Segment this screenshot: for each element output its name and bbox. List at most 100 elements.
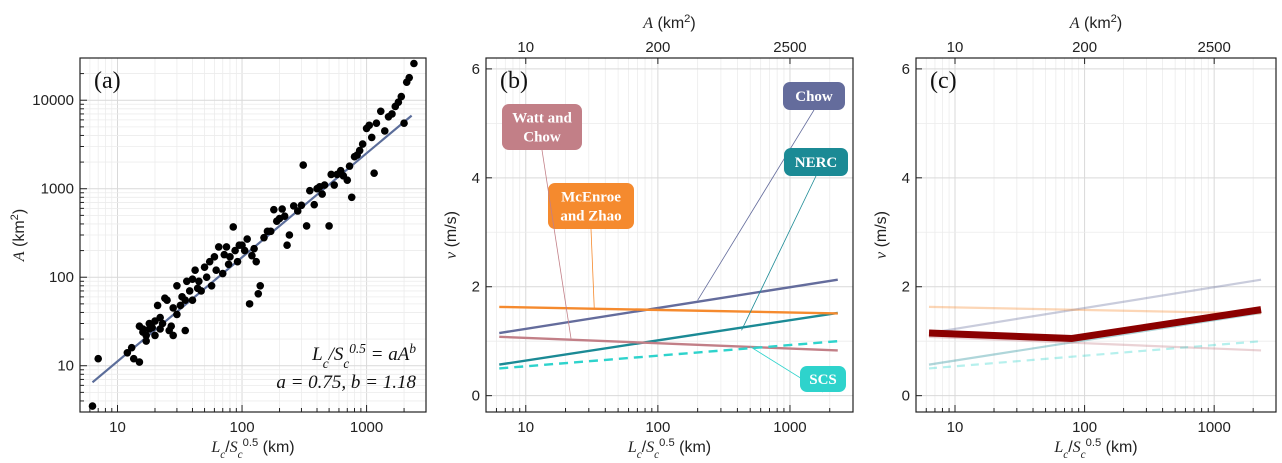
label-leader — [741, 175, 817, 331]
y-tick-label: 4 — [902, 170, 910, 187]
panel-c: 10 100 1000 0 2 4 6 10 200 2500 A (km2) Lc/Sc0.5 (k… — [873, 13, 1277, 461]
data-point — [169, 304, 177, 312]
data-point — [370, 169, 378, 177]
data-point — [256, 282, 265, 290]
y-tick-label: 10 — [57, 358, 74, 375]
data-point — [320, 181, 329, 189]
data-point — [222, 243, 231, 251]
data-point — [200, 263, 209, 271]
data-point — [214, 243, 223, 251]
data-point — [325, 222, 333, 230]
data-point — [293, 207, 302, 215]
equation-params: a = 0.75, b = 1.18 — [276, 372, 416, 393]
data-point — [182, 277, 191, 286]
data-point — [367, 133, 376, 142]
y-tick-label: 6 — [472, 61, 480, 78]
data-point — [310, 200, 319, 209]
data-point — [153, 301, 162, 310]
y-tick-label: 10000 — [32, 92, 74, 109]
data-point — [202, 273, 211, 282]
data-point — [207, 282, 216, 290]
top-axis-label: A (km2) — [642, 13, 695, 32]
data-point — [233, 257, 242, 266]
series-label-box — [502, 104, 582, 150]
x-axis-label: Lc/Sc0.5 (km) — [1053, 437, 1137, 461]
series-label-box — [784, 148, 848, 176]
data-point — [343, 176, 352, 184]
data-point — [365, 121, 374, 130]
data-point — [158, 319, 167, 328]
equation: Lc/Sc0.5 = aAb — [311, 341, 416, 371]
data-point — [123, 348, 132, 357]
y-tick-label: 2 — [902, 279, 910, 296]
panel-a: 10 100 1000 10 100 1000 10000 (a) Lc/Sc0.5 = aAb… — [9, 57, 427, 461]
data-point — [142, 331, 150, 340]
series-label-text: Chow — [523, 130, 561, 146]
data-point — [410, 59, 418, 68]
data-point — [248, 251, 256, 260]
series-line-watt-and-chow — [499, 335, 838, 352]
y-tick-label: 0 — [472, 388, 480, 405]
data-point — [240, 246, 249, 255]
x-axis-label: Lc/Sc0.5 (km) — [627, 437, 711, 461]
data-point — [397, 92, 406, 101]
plot-frame — [485, 57, 854, 413]
data-point — [388, 110, 396, 118]
data-point — [156, 313, 164, 322]
data-point — [94, 354, 102, 363]
y-tick-label: 0 — [902, 388, 910, 405]
label-leader — [541, 149, 572, 339]
data-point — [218, 269, 227, 278]
y-axis-label: A (km2) — [9, 209, 28, 262]
data-point — [151, 331, 159, 340]
series-label-box — [800, 366, 846, 392]
data-point — [299, 161, 308, 169]
data-point — [176, 301, 185, 310]
data-point — [181, 296, 190, 305]
y-tick-label: 2 — [472, 279, 480, 296]
data-point — [405, 73, 414, 82]
y-tick-label: 4 — [472, 170, 480, 187]
data-point — [302, 222, 311, 230]
data-point — [358, 140, 367, 148]
data-point — [347, 193, 356, 202]
x-tick-label: 10 — [517, 419, 534, 436]
top-tick-label: 200 — [645, 39, 670, 56]
series-label-text: Chow — [795, 89, 833, 105]
data-point — [297, 201, 306, 210]
data-point — [220, 250, 229, 259]
data-point — [380, 127, 389, 135]
series-label-text: SCS — [809, 372, 837, 388]
series-label-text: McEnroe — [561, 190, 621, 206]
series-label-box — [548, 183, 634, 229]
x-axis-label: Lc/Sc0.5 (km) — [210, 437, 294, 461]
y-tick-label: 6 — [902, 61, 910, 78]
panel-b: 10 100 1000 0 2 4 6 10 200 2500 A (km2) Lc/Sc0.5 (k… — [443, 13, 854, 461]
y-axis-label: v (m/s) — [873, 211, 890, 259]
label-leader — [590, 228, 595, 309]
data-point — [181, 326, 190, 335]
data-point — [129, 354, 138, 363]
data-point — [285, 231, 294, 239]
x-tick-label: 100 — [230, 419, 255, 436]
top-tick-label: 200 — [1072, 39, 1097, 56]
series-line-scs — [499, 340, 838, 370]
data-point — [148, 323, 157, 332]
faded-series-line — [928, 278, 1262, 335]
data-point — [142, 337, 150, 345]
top-tick-label: 2500 — [773, 39, 806, 56]
data-point — [188, 275, 197, 283]
data-point — [376, 107, 385, 116]
faded-series-line — [928, 305, 1262, 315]
highlight-line — [928, 306, 1262, 342]
data-point — [252, 257, 261, 266]
series-label-text: NERC — [795, 155, 838, 171]
top-tick-label: 2500 — [1197, 39, 1230, 56]
series-label-text: and Zhao — [560, 209, 621, 225]
data-point — [185, 287, 194, 295]
data-point — [195, 277, 203, 286]
data-point — [167, 322, 176, 330]
data-point — [372, 119, 381, 128]
data-point — [280, 212, 289, 220]
